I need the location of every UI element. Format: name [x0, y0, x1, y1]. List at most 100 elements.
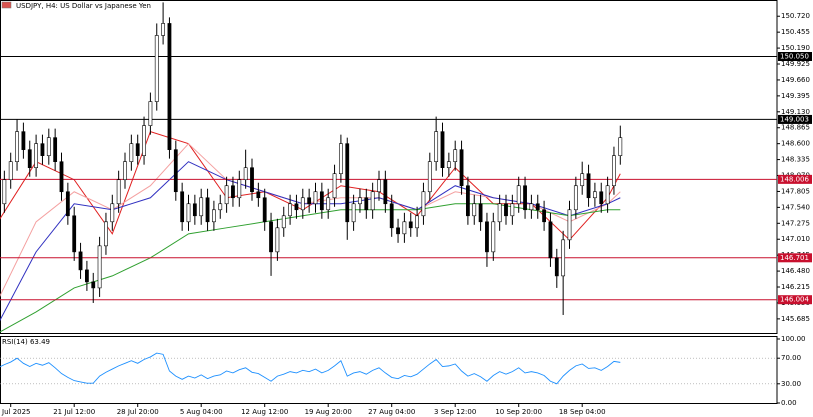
candle-body: [142, 125, 146, 156]
y-tick-label: 150.190: [781, 44, 810, 52]
candle-body: [592, 191, 597, 199]
candle-body: [148, 101, 153, 126]
candle-body: [53, 137, 58, 162]
candle-body: [218, 203, 223, 211]
y-tick-label: 70.00: [781, 354, 801, 362]
chart-title: USDJPY, H4: US Dollar vs Japanese Yen: [16, 2, 151, 10]
candle-body: [453, 149, 458, 162]
candle-body: [446, 161, 451, 169]
candle-body: [421, 191, 426, 217]
x-tick-label: 3 Sep 12:00: [434, 408, 476, 416]
candle-body: [237, 179, 242, 199]
x-tick-label: 28 Jul 20:00: [117, 408, 159, 416]
candle-body: [110, 203, 115, 223]
y-tick-label: 30.00: [781, 380, 801, 388]
level-label: 150.050: [780, 53, 809, 61]
level-label-box: [778, 174, 812, 184]
candle-body: [167, 23, 172, 150]
x-tick-label: 12 Aug 12:00: [241, 408, 288, 416]
candle-body: [338, 143, 343, 175]
candle-body: [65, 191, 70, 217]
candle-body: [8, 161, 13, 181]
candle-body: [440, 131, 445, 169]
candle-body: [580, 173, 585, 187]
candle-body: [465, 185, 470, 217]
candle-body: [192, 203, 197, 217]
candle-body: [497, 203, 502, 223]
candle-body: [199, 197, 204, 217]
candle-body: [491, 221, 496, 253]
level-label: 149.003: [780, 115, 809, 123]
candle-body: [326, 197, 331, 211]
y-tick-label: 147.010: [781, 235, 810, 243]
y-tick-label: 148.865: [781, 124, 810, 132]
candle-body: [542, 209, 547, 223]
level-label-box: [778, 114, 812, 124]
y-tick-label: 149.925: [781, 60, 810, 68]
level-label-box: [778, 52, 812, 62]
candle-body: [332, 173, 337, 199]
candle-body: [313, 191, 318, 205]
candle-body: [72, 215, 77, 253]
candle-body: [129, 143, 134, 162]
candle-body: [510, 203, 515, 217]
candle-body: [288, 203, 293, 217]
x-tick-label: 21 Jul 12:00: [53, 408, 95, 416]
level-label-box: [778, 253, 812, 263]
candle-body: [370, 191, 375, 211]
candle-body: [408, 221, 413, 229]
candle-body: [256, 191, 261, 199]
candle-body: [535, 203, 540, 211]
candle-body: [567, 209, 572, 241]
level-label-box: [778, 295, 812, 305]
candle-body: [358, 197, 362, 205]
rsi-title: RSI(14) 63.49: [2, 338, 50, 346]
y-tick-label: 149.660: [781, 76, 810, 84]
symbol-icon: [1, 1, 12, 9]
candle-body: [154, 35, 159, 102]
candle-body: [34, 143, 39, 169]
level-label: 146.004: [780, 296, 809, 304]
level-label: 146.701: [780, 254, 809, 262]
candle-body: [478, 203, 483, 223]
y-tick-label: 148.335: [781, 156, 810, 164]
rsi-line: [0, 352, 621, 385]
moving-average-line: [0, 131, 621, 241]
level-label: 148.006: [780, 175, 809, 183]
y-tick-label: 150.455: [781, 28, 810, 36]
candle-body: [281, 215, 286, 229]
candle-body: [612, 155, 616, 187]
candle-body: [294, 203, 299, 211]
candle-body: [97, 245, 102, 289]
candle-body: [523, 185, 527, 211]
y-tick-label: 0.00: [781, 399, 797, 407]
candle-body: [459, 149, 464, 187]
candle-body: [345, 143, 350, 223]
candle-body: [173, 149, 178, 193]
candle-body: [516, 185, 521, 205]
candle-body: [186, 203, 191, 223]
y-tick-label: 149.130: [781, 108, 810, 116]
candle-body: [307, 197, 312, 205]
candle-body: [269, 221, 273, 253]
candle-body: [78, 251, 83, 271]
candle-body: [434, 131, 439, 162]
candle-body: [351, 203, 356, 223]
candle-body: [243, 167, 248, 181]
y-tick-label: 147.540: [781, 203, 810, 211]
moving-average-line: [0, 203, 621, 333]
candle-body: [104, 221, 108, 247]
y-tick-label: 146.215: [781, 283, 810, 291]
candle-body: [300, 197, 305, 211]
candle-body: [586, 173, 591, 199]
y-tick-label: 149.395: [781, 92, 810, 100]
candle-body: [205, 197, 210, 223]
candle-body: [573, 185, 578, 211]
candle-body: [59, 161, 64, 193]
candle-body: [389, 203, 394, 229]
candle-body: [319, 191, 324, 211]
candle-body: [504, 203, 508, 217]
candle-body: [402, 221, 407, 235]
